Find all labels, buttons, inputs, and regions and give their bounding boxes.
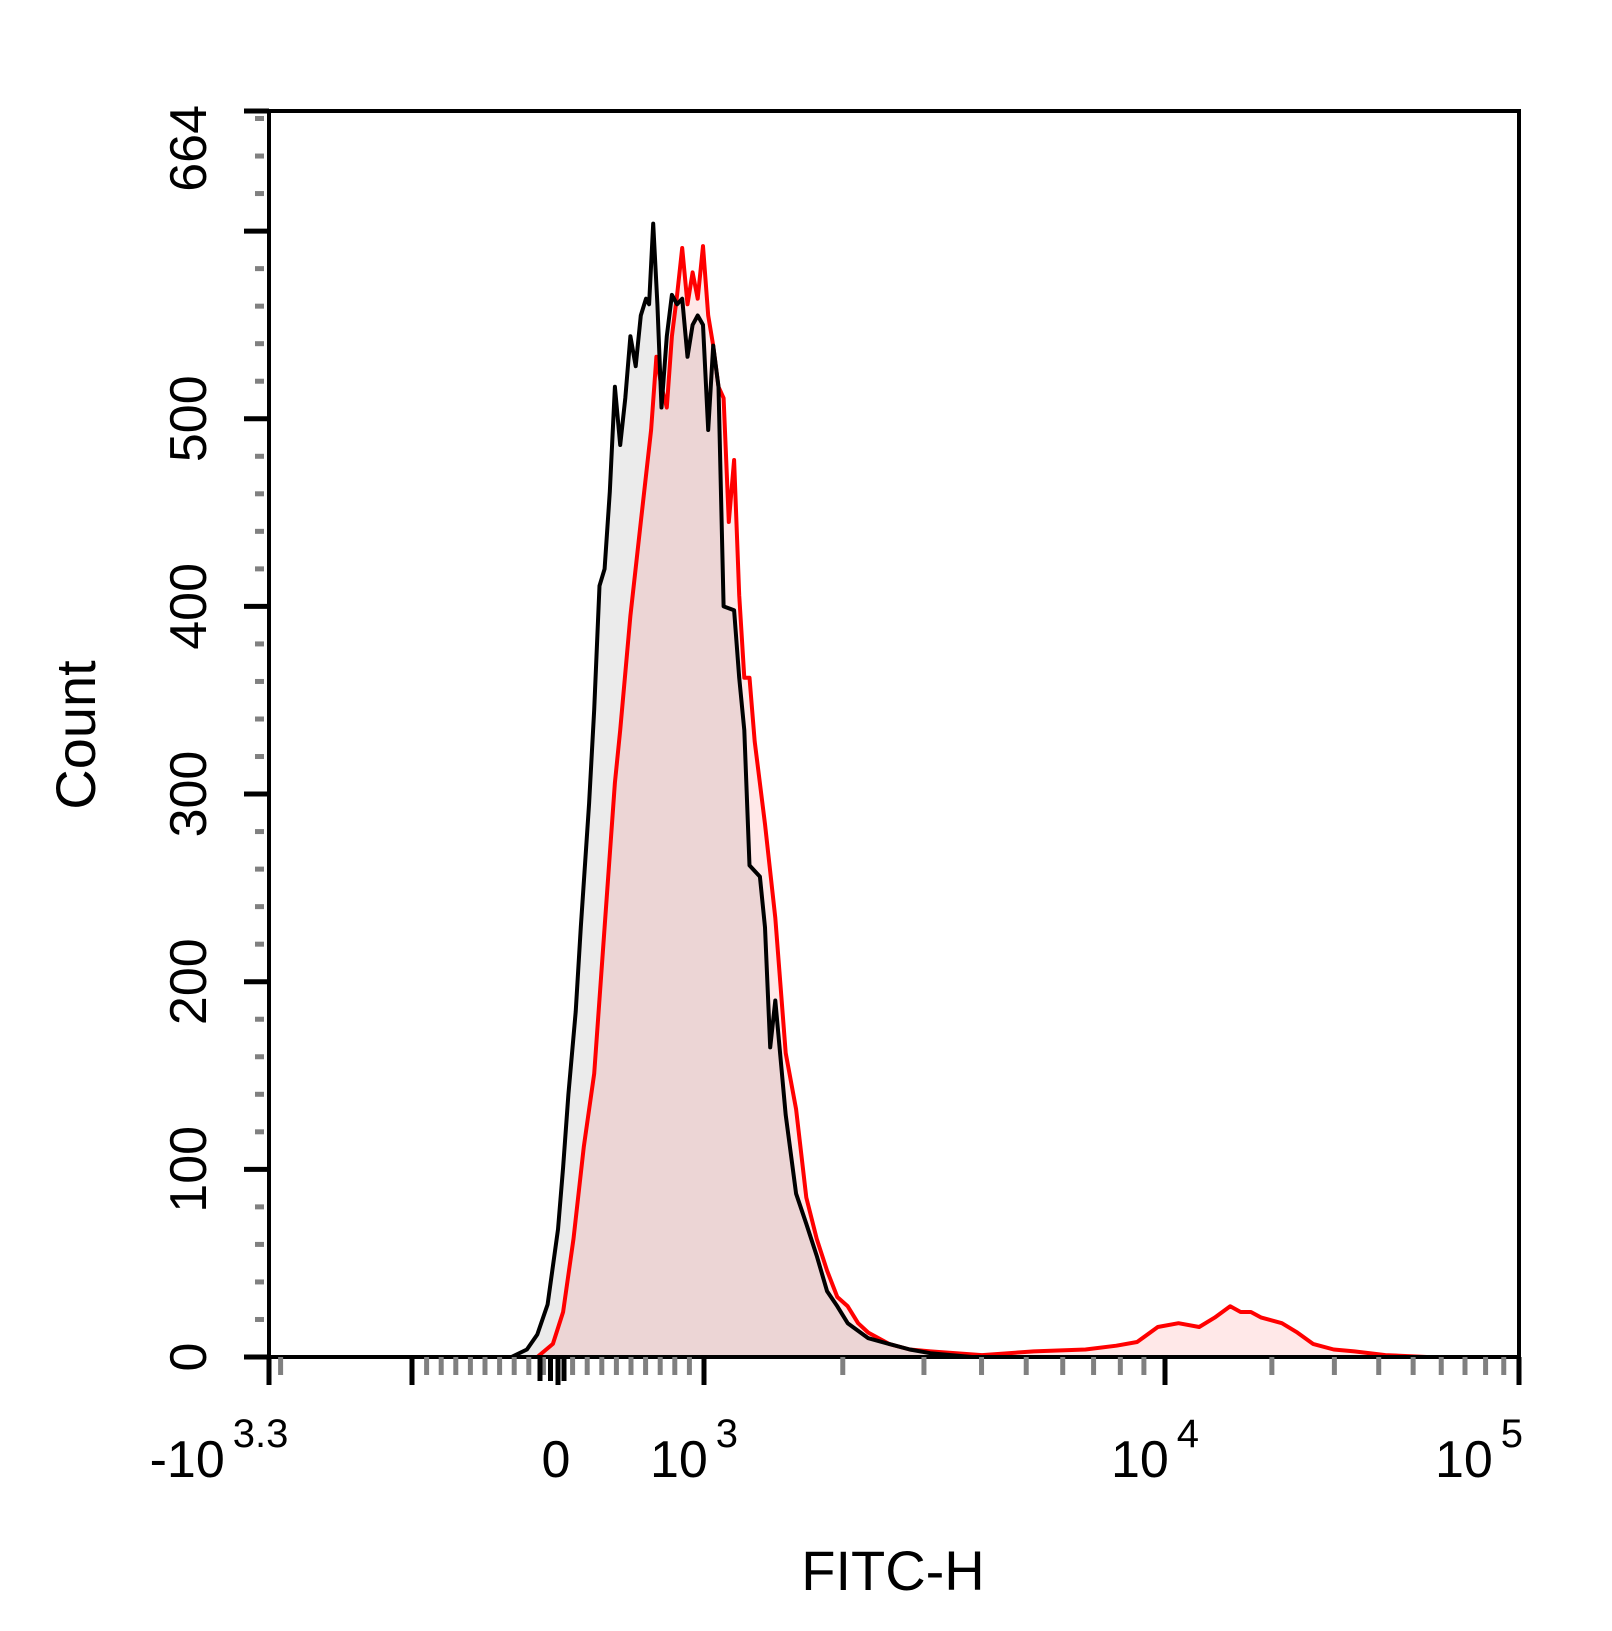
x-tick-base: -10 (150, 1431, 225, 1489)
series-fill-control (511, 223, 972, 1358)
x-tick-base: 10 (1435, 1431, 1493, 1489)
series-fills (511, 223, 1427, 1358)
y-axis: 0 100 200 300 400 500 664 (160, 105, 269, 1371)
y-tick-label: 0 (160, 1343, 218, 1372)
series-line-sample (536, 244, 1427, 1359)
x-tick-base: 10 (650, 1431, 708, 1489)
x-tick-label: 10 3 (650, 1412, 738, 1489)
x-tick-exponent: 3 (716, 1412, 738, 1456)
series-fill-sample (537, 246, 1427, 1358)
x-tick-exponent: 4 (1177, 1412, 1199, 1456)
x-tick-base: 0 (542, 1431, 571, 1489)
y-tick-label: 500 (160, 375, 218, 462)
y-tick-label: 200 (160, 938, 218, 1025)
x-tick-label: 10 5 (1435, 1412, 1523, 1489)
x-tick-base: 10 (1111, 1431, 1169, 1489)
y-tick-label: 400 (160, 563, 218, 650)
x-tick-label: 10 4 (1111, 1412, 1199, 1489)
y-axis-title: Count (44, 660, 107, 810)
x-tick-exponent: 3.3 (233, 1412, 289, 1456)
y-tick-label: 300 (160, 751, 218, 838)
x-tick-exponent: 5 (1501, 1412, 1523, 1456)
series-lines (510, 221, 1427, 1359)
y-tick-label: 664 (160, 105, 218, 192)
x-axis-title: FITC-H (801, 1539, 985, 1602)
plot-frame (267, 109, 1521, 1359)
x-tick-label: 0 (542, 1431, 571, 1489)
x-tick-label: -10 3.3 (150, 1412, 289, 1489)
series-line-control (510, 221, 972, 1359)
x-axis: -10 3.3 0 10 3 10 4 10 5 (150, 1357, 1523, 1489)
y-tick-label: 100 (160, 1126, 218, 1213)
